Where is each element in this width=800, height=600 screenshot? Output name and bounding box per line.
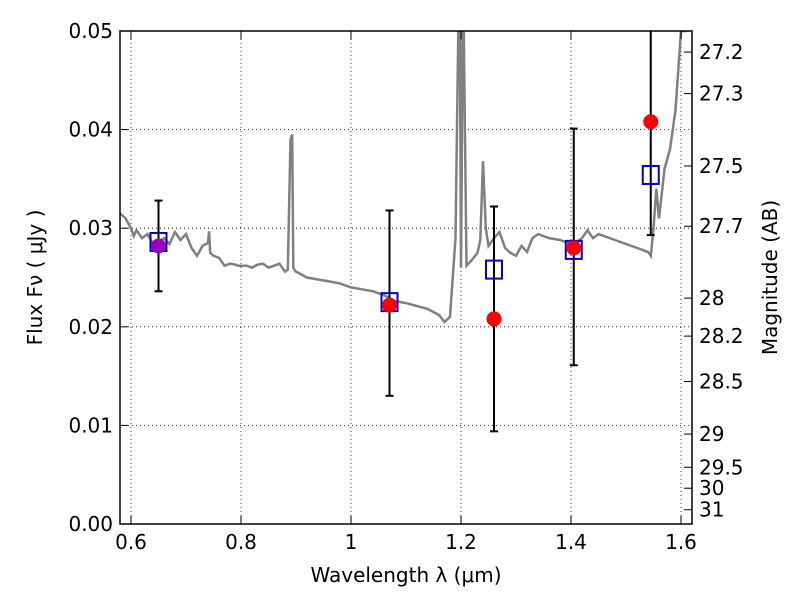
x-tick-label: 1.4 [555,530,587,554]
y2-tick-label: 28.5 [699,369,744,393]
marker-layer [149,114,660,327]
plot-frame [119,30,693,525]
y-tick-label: 0.03 [68,216,113,240]
x-tick-label: 0.8 [225,530,257,554]
y2-tick-label: 28 [699,286,724,310]
y-axis-title: Flux Fν ( μJy ) [23,210,47,346]
x-tick-label: 1 [345,530,358,554]
y2-tick-label: 29.5 [699,455,744,479]
y2-axis-title: Magnitude (AB) [758,200,782,355]
model-square-marker [485,259,503,280]
observed-point-marker [566,240,582,256]
y2-tick-label: 31 [699,498,724,522]
x-tick-label: 0.6 [115,530,147,554]
y2-tick-label: 27.5 [699,154,744,178]
observed-point-marker [382,297,397,313]
x-tick-label: 1.6 [665,530,697,554]
y2-tick-label: 30 [699,476,724,500]
template-spectrum-line [120,31,687,324]
errorbar-layer [154,31,655,433]
y2-tick-label: 27.2 [699,40,744,64]
y2-tick-label: 28.2 [699,324,744,348]
y2-tick-label: 27.3 [699,82,744,106]
y-tick-label: 0.04 [68,118,113,142]
model-square-marker [641,164,660,185]
tick-layer: 0.6 0.8 1 1.2 1.4 1.6 0.00 0.01 0.02 0.03 0.04 0.05… [68,19,743,554]
y-tick-label: 0.05 [68,19,113,43]
spectrum-layer [120,31,687,324]
y-tick-label: 0.01 [68,413,113,437]
observed-point-marker [643,114,659,130]
x-tick-label: 1.2 [445,530,477,554]
grid-layer [120,30,692,525]
y2-tick-label: 27.7 [699,214,744,238]
x-axis-title: Wavelength λ (μm) [310,563,501,587]
y-tick-label: 0.02 [68,315,113,339]
y-tick-label: 0.00 [68,512,113,536]
observed-point-marker [151,238,166,254]
y2-tick-label: 29 [699,422,724,446]
observed-point-marker [486,311,502,327]
